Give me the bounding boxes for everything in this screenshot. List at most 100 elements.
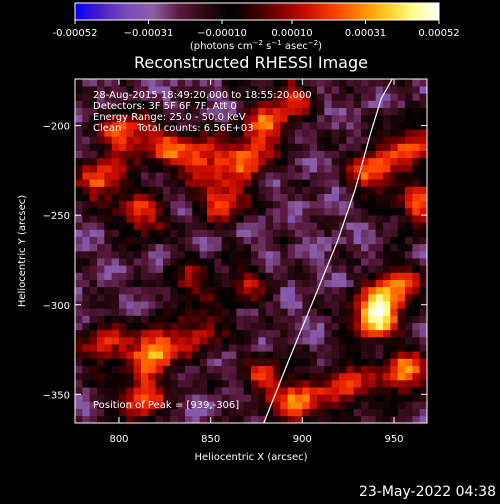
heatmap-cell [375, 344, 384, 352]
heatmap-cell [273, 329, 281, 338]
heatmap-cell [251, 415, 259, 423]
heatmap-cell [368, 114, 376, 123]
heatmap-cell [273, 301, 281, 309]
heatmap-cell [302, 79, 310, 87]
heatmap-cell [405, 208, 413, 216]
heatmap-cell [199, 286, 208, 295]
heatmap-cell [243, 200, 252, 209]
heatmap-cell [243, 372, 252, 381]
heatmap-cell [353, 401, 362, 409]
heatmap-cell [273, 143, 281, 151]
heatmap-cell [119, 322, 127, 331]
heatmap-cell [148, 387, 156, 395]
heatmap-cell [405, 200, 413, 209]
heatmap-cell [243, 344, 252, 352]
heatmap-cell [97, 401, 105, 409]
heatmap-cell [280, 258, 288, 266]
heatmap-cell [119, 100, 127, 108]
heatmap-cell [383, 365, 391, 374]
heatmap-cell [273, 165, 281, 173]
heatmap-cell [368, 150, 376, 159]
heatmap-cell [295, 322, 303, 331]
heatmap-cell [104, 301, 112, 309]
heatmap-cell [280, 165, 288, 173]
heatmap-cell [221, 79, 230, 87]
heatmap-cell [412, 380, 420, 388]
heatmap-cell [111, 129, 120, 137]
heatmap-cell [412, 222, 420, 230]
heatmap-cell [309, 79, 318, 87]
heatmap-cell [229, 165, 237, 173]
heatmap-cell [75, 286, 83, 295]
heatmap-cell [133, 100, 142, 108]
heatmap-cell [126, 344, 134, 352]
heatmap-cell [405, 358, 413, 366]
heatmap-cell [214, 236, 222, 245]
heatmap-cell [111, 100, 120, 108]
heatmap-cell [324, 86, 332, 94]
heatmap-cell [185, 157, 193, 166]
heatmap-cell [119, 358, 127, 366]
heatmap-cell [287, 186, 296, 194]
heatmap-cell [104, 401, 112, 409]
heatmap-cell [397, 86, 406, 94]
heatmap-cell [199, 208, 208, 216]
heatmap-cell [405, 136, 413, 144]
heatmap-cell [236, 150, 244, 159]
heatmap-cell [82, 200, 90, 209]
heatmap-cell [221, 100, 230, 108]
heatmap-cell [339, 308, 347, 316]
heatmap-cell [111, 93, 120, 101]
heatmap-cell [89, 387, 98, 395]
heatmap-cell [251, 294, 259, 302]
heatmap-cell [214, 279, 222, 288]
heatmap-cell [258, 165, 266, 173]
heatmap-cell [236, 387, 244, 395]
heatmap-cell [251, 236, 259, 245]
heatmap-cell [177, 229, 186, 237]
heatmap-cell [104, 380, 112, 388]
heatmap-cell [412, 337, 420, 345]
heatmap-cell [82, 193, 90, 202]
heatmap-cell [141, 265, 149, 273]
heatmap-cell [221, 200, 230, 209]
heatmap-cell [390, 265, 398, 273]
heatmap-cell [82, 301, 90, 309]
heatmap-cell [375, 86, 384, 94]
heatmap-cell [295, 150, 303, 159]
heatmap-cell [155, 408, 164, 417]
heatmap-cell [75, 179, 83, 187]
heatmap-cell [236, 272, 244, 280]
heatmap-cell [97, 322, 105, 331]
heatmap-cell [390, 229, 398, 237]
heatmap-cell [383, 165, 391, 173]
heatmap-cell [331, 265, 340, 273]
heatmap-cell [133, 243, 142, 252]
heatmap-cell [111, 322, 120, 331]
heatmap-cell [75, 129, 83, 137]
heatmap-cell [207, 86, 215, 94]
heatmap-cell [397, 208, 406, 216]
heatmap-cell [375, 251, 384, 259]
heatmap-cell [258, 229, 266, 237]
heatmap-cell [412, 179, 420, 187]
heatmap-cell [141, 294, 149, 302]
heatmap-cell [412, 165, 420, 173]
heatmap-cell [199, 372, 208, 381]
heatmap-cell [309, 308, 318, 316]
heatmap-cell [287, 387, 296, 395]
heatmap-cell [280, 243, 288, 252]
heatmap-cell [280, 380, 288, 388]
heatmap-cell [141, 193, 149, 202]
heatmap-cell [192, 387, 200, 395]
heatmap-cell [405, 165, 413, 173]
heatmap-cell [419, 229, 427, 237]
heatmap-cell [163, 229, 171, 237]
heatmap-cell [89, 265, 98, 273]
heatmap-cell [383, 387, 391, 395]
heatmap-cell [177, 394, 186, 402]
heatmap-cell [141, 279, 149, 288]
heatmap-cell [390, 222, 398, 230]
heatmap-cell [243, 315, 252, 323]
heatmap-cell [368, 337, 376, 345]
